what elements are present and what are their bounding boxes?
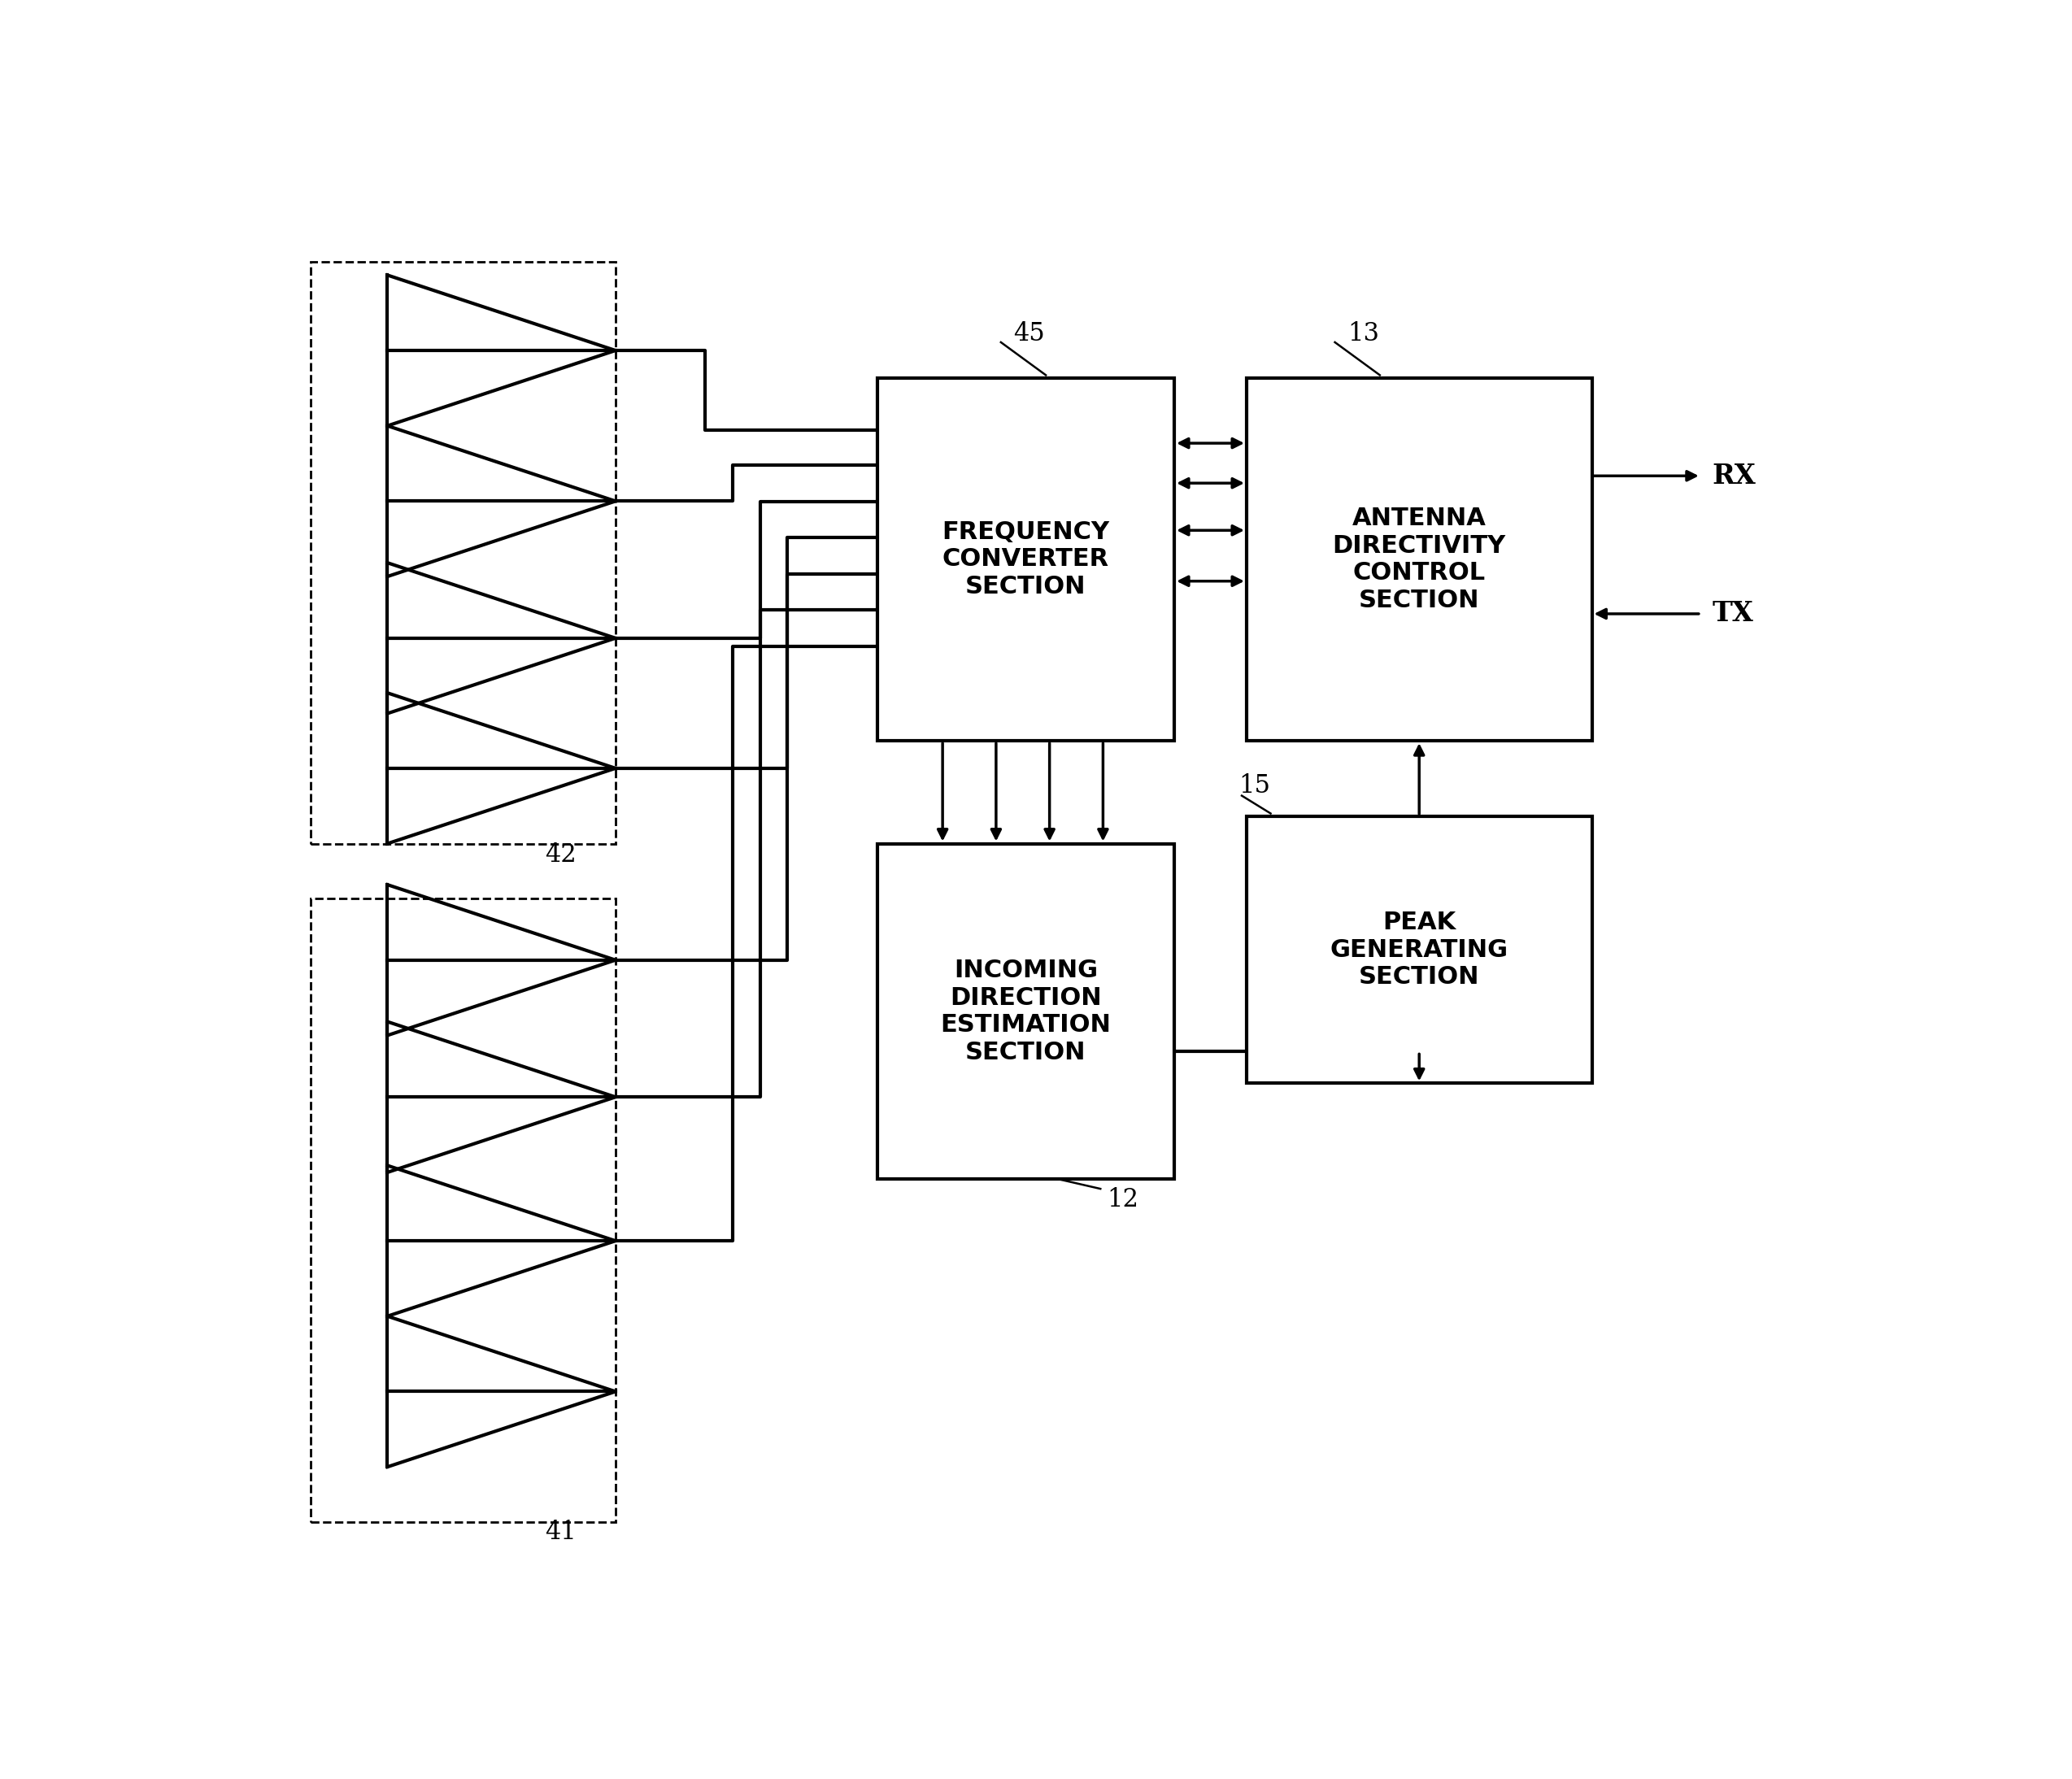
Text: INCOMING
DIRECTION
ESTIMATION
SECTION: INCOMING DIRECTION ESTIMATION SECTION [941,959,1111,1064]
Bar [311,898,615,1521]
Bar [876,377,1175,740]
Text: 12: 12 [1106,1187,1140,1211]
Bar [876,843,1175,1179]
Bar [1247,377,1591,740]
Text: PEAK
GENERATING
SECTION: PEAK GENERATING SECTION [1330,911,1508,989]
Text: ANTENNA
DIRECTIVITY
CONTROL
SECTION: ANTENNA DIRECTIVITY CONTROL SECTION [1332,507,1506,612]
Text: 45: 45 [1013,322,1044,347]
Text: 41: 41 [545,1519,576,1546]
Text: FREQUENCY
CONVERTER
SECTION: FREQUENCY CONVERTER SECTION [943,519,1109,598]
Bar [1247,817,1591,1083]
Text: RX: RX [1711,463,1757,489]
Text: TX: TX [1711,600,1753,628]
Bar [311,262,615,843]
Text: 13: 13 [1347,322,1380,347]
Text: 42: 42 [545,841,576,866]
Text: 15: 15 [1239,774,1270,799]
